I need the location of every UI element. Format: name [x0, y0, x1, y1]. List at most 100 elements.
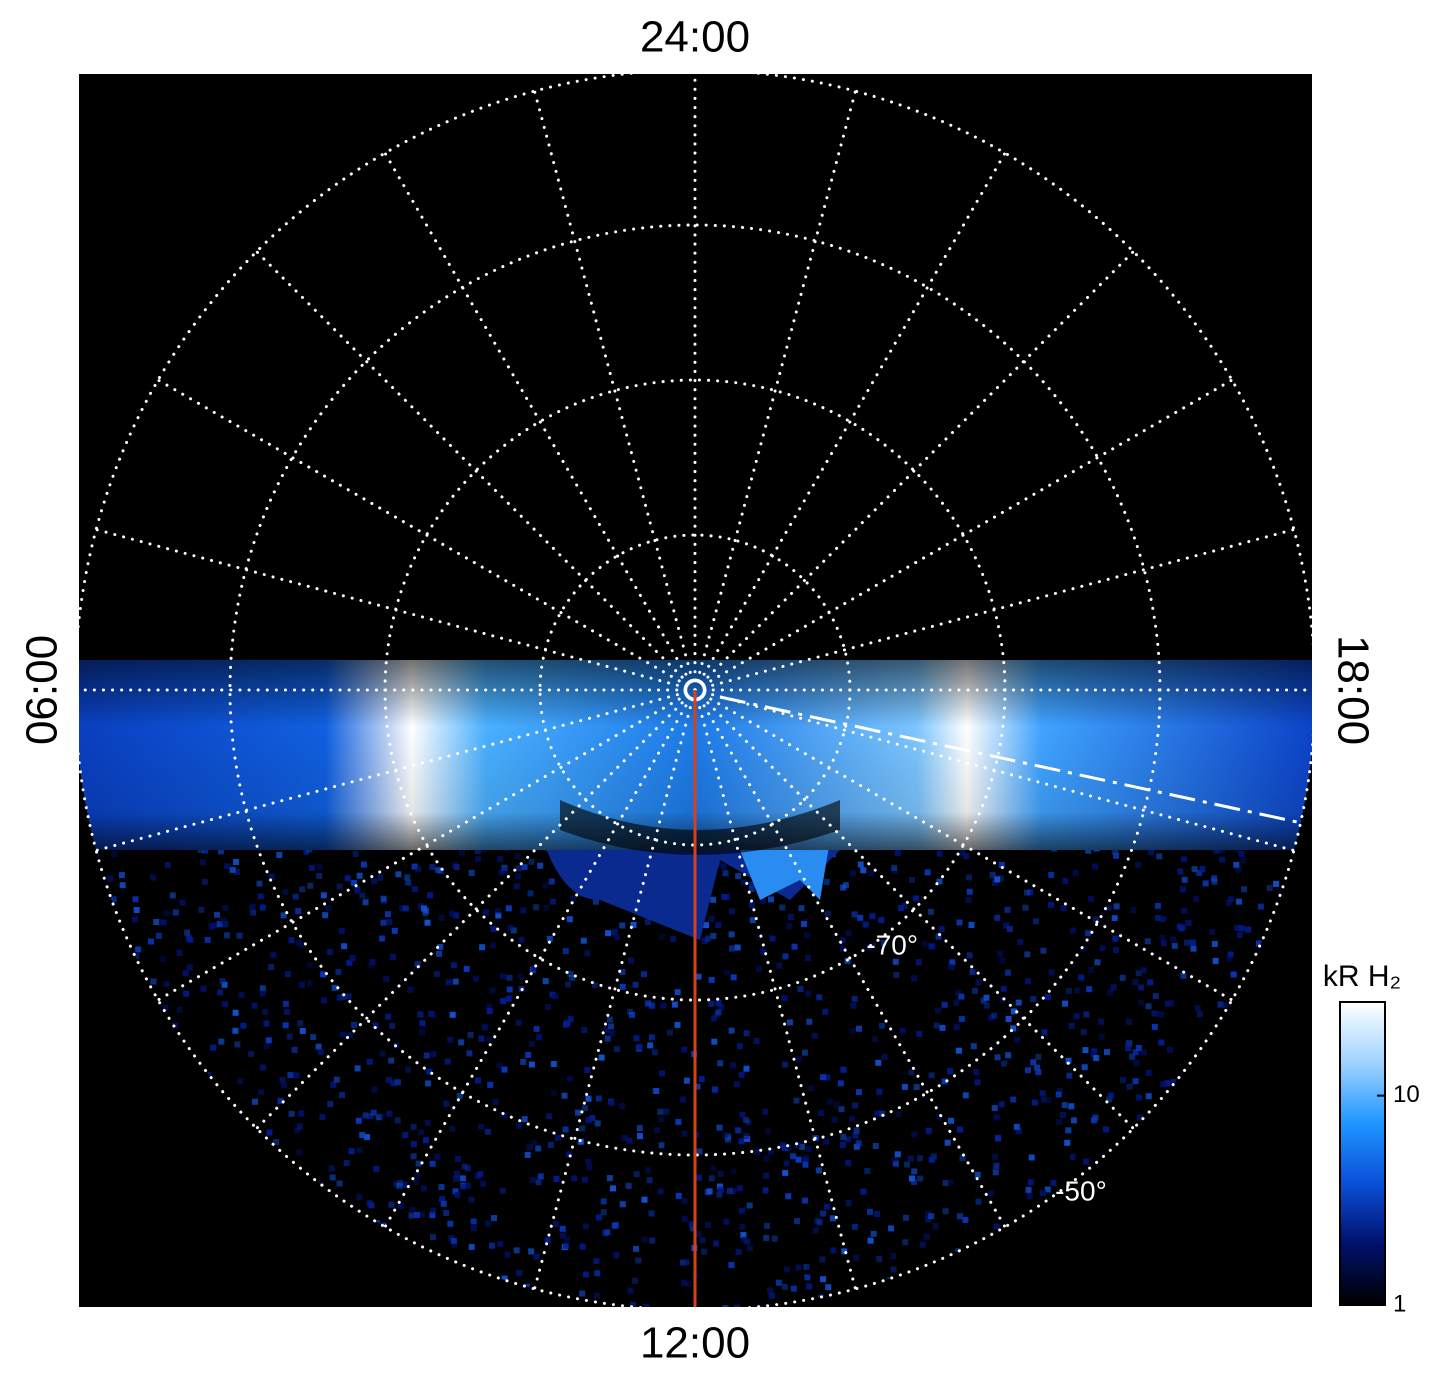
noise-pixel — [133, 907, 140, 913]
noise-pixel — [953, 1024, 960, 1031]
noise-pixel — [935, 933, 942, 940]
noise-pixel — [728, 908, 735, 915]
noise-pixel — [369, 959, 376, 965]
noise-pixel — [584, 950, 591, 957]
noise-pixel — [1147, 979, 1154, 986]
noise-pixel — [380, 895, 387, 902]
noise-pixel — [379, 935, 386, 942]
noise-pixel — [1024, 951, 1031, 958]
noise-pixel — [1068, 1103, 1075, 1110]
noise-pixel — [176, 1006, 183, 1013]
noise-pixel — [1266, 885, 1273, 892]
noise-pixel — [903, 1161, 910, 1168]
noise-pixel — [808, 1085, 815, 1092]
noise-pixel — [1090, 1051, 1097, 1058]
noise-pixel — [838, 1106, 845, 1113]
noise-pixel — [606, 1016, 613, 1023]
noise-pixel — [1098, 1018, 1105, 1025]
hour-line — [94, 688, 697, 852]
noise-pixel — [553, 1221, 560, 1228]
noise-pixel — [1001, 1060, 1007, 1067]
noise-pixel — [875, 1059, 882, 1066]
noise-pixel — [155, 932, 162, 939]
noise-pixel — [1022, 904, 1029, 911]
noise-pixel — [1044, 994, 1051, 1001]
noise-pixel — [1177, 868, 1184, 875]
noise-pixel — [756, 933, 763, 940]
noise-pixel — [348, 1148, 355, 1155]
noise-pixel — [1013, 1123, 1020, 1130]
noise-pixel — [1230, 971, 1237, 978]
noise-pixel — [935, 1007, 942, 1014]
noise-pixel — [942, 1208, 949, 1215]
noise-pixel — [297, 1020, 304, 1027]
noise-pixel — [535, 1179, 542, 1186]
noise-pixel — [329, 1174, 336, 1181]
noise-pixel — [595, 1095, 602, 1102]
noise-pixel — [333, 1076, 340, 1083]
dash-dot-line — [719, 695, 1298, 824]
noise-pixel — [1211, 875, 1218, 882]
noise-pixel — [760, 948, 767, 955]
noise-pixel — [1140, 967, 1147, 974]
noise-pixel — [443, 1100, 450, 1107]
noise-pixel — [694, 1083, 701, 1090]
noise-pixel — [786, 1019, 793, 1026]
noise-pixel — [459, 1175, 466, 1182]
noise-pixel — [394, 1117, 401, 1124]
noise-pixel — [380, 919, 387, 926]
noise-pixel — [864, 1167, 871, 1174]
noise-pixel — [987, 1190, 994, 1197]
noise-pixel — [575, 1109, 581, 1116]
noise-pixel — [722, 1132, 728, 1139]
noise-pixel — [1238, 851, 1245, 857]
noise-pixel — [262, 1008, 269, 1015]
noise-pixel — [589, 1115, 596, 1122]
noise-pixel — [514, 873, 521, 880]
noise-pixel — [1135, 970, 1142, 977]
noise-pixel — [1014, 1036, 1021, 1043]
noise-pixel — [284, 971, 291, 978]
noise-pixel — [183, 990, 190, 997]
noise-pixel — [546, 935, 553, 942]
noise-pixel — [325, 905, 332, 912]
noise-pixel — [496, 1062, 503, 1069]
noise-pixel — [251, 1002, 258, 1009]
noise-pixel — [955, 1047, 962, 1054]
noise-pixel — [356, 1194, 363, 1201]
noise-pixel — [715, 999, 722, 1006]
noise-pixel — [621, 1134, 628, 1141]
noise-pixel — [936, 878, 943, 885]
noise-pixel — [755, 1147, 762, 1153]
noise-pixel — [1110, 984, 1117, 991]
noise-pixel — [735, 873, 742, 880]
noise-pixel — [370, 1109, 377, 1116]
noise-pixel — [330, 1081, 337, 1088]
noise-pixel — [439, 1196, 446, 1202]
noise-pixel — [659, 1070, 665, 1077]
noise-pixel — [516, 1123, 523, 1130]
noise-pixel — [429, 1212, 436, 1219]
noise-pixel — [570, 895, 577, 902]
noise-pixel — [892, 958, 899, 965]
noise-pixel — [463, 965, 470, 972]
noise-pixel — [802, 1197, 808, 1204]
noise-pixel — [781, 1283, 788, 1290]
noise-pixel — [233, 859, 239, 865]
noise-pixel — [1083, 1158, 1090, 1165]
noise-pixel — [566, 916, 573, 923]
noise-pixel — [1213, 847, 1220, 854]
noise-pixel — [490, 926, 497, 932]
noise-pixel — [901, 902, 908, 909]
noise-pixel — [371, 1086, 378, 1093]
hour-line — [94, 528, 697, 692]
noise-pixel — [1125, 1041, 1131, 1048]
noise-pixel — [411, 886, 418, 893]
noise-pixel — [641, 971, 647, 978]
noise-pixel — [198, 906, 205, 913]
noise-pixel — [1010, 1025, 1017, 1032]
noise-pixel — [771, 1235, 778, 1242]
noise-pixel — [760, 898, 767, 905]
noise-pixel — [613, 1252, 620, 1259]
noise-pixel — [1170, 936, 1177, 943]
